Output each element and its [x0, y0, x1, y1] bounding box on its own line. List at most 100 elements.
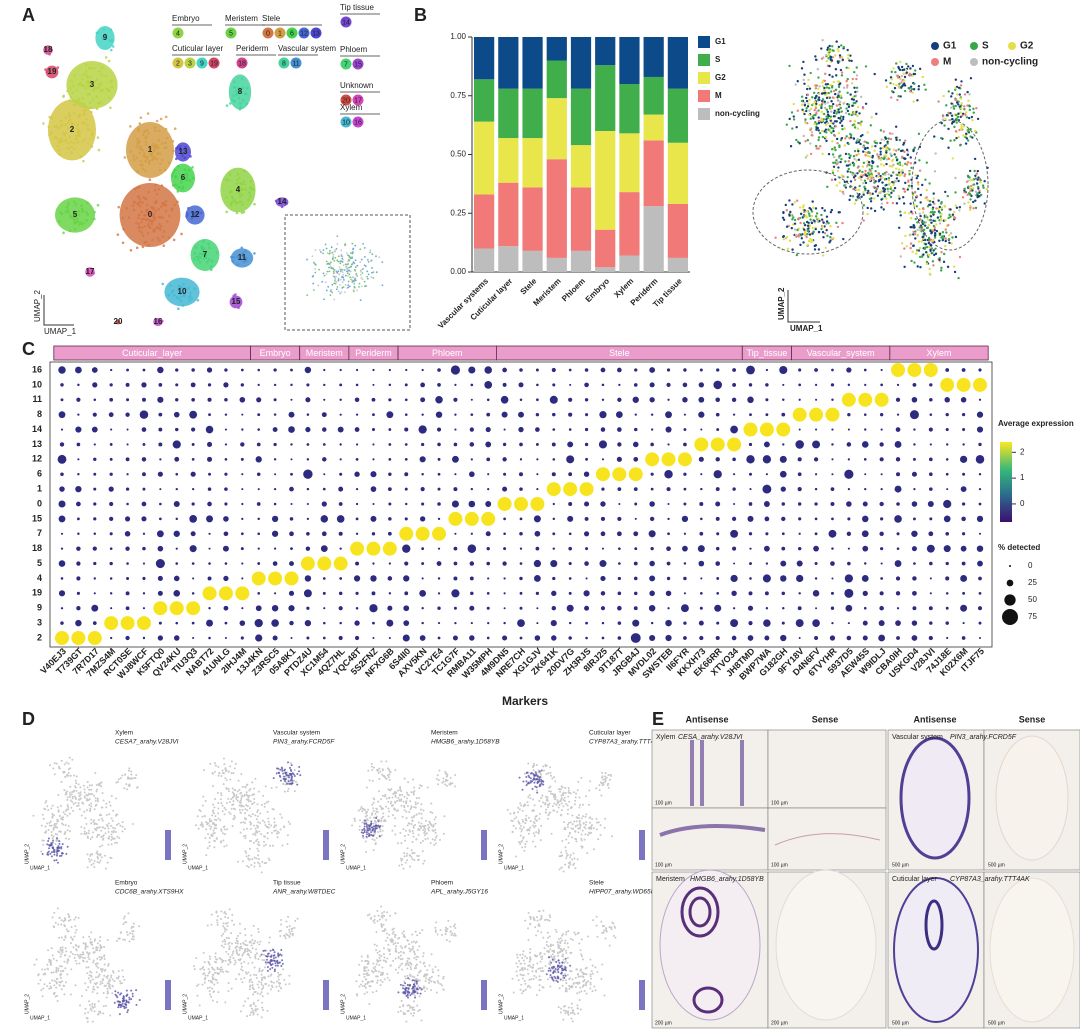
phase-cell	[917, 249, 921, 252]
inset-cell	[329, 262, 331, 265]
phase-cell	[967, 139, 970, 142]
feature-cell	[240, 805, 243, 808]
phase-cell	[792, 118, 796, 121]
dot	[355, 606, 359, 610]
inset-cell	[347, 280, 350, 283]
cell	[53, 136, 57, 139]
phase-cell	[921, 235, 924, 239]
phase-cell	[957, 103, 960, 106]
group-name: Vascular system	[278, 44, 336, 53]
cluster-blob	[229, 295, 243, 309]
legend-label: G1	[715, 37, 726, 46]
dot	[339, 398, 342, 401]
dot	[126, 443, 129, 446]
bar-segment	[474, 121, 495, 195]
phase-cell	[903, 84, 907, 87]
feature-cell	[204, 837, 207, 840]
feature-cell	[63, 833, 66, 836]
phase-cell	[911, 64, 915, 68]
phase-cell	[862, 161, 866, 165]
phase-cell	[924, 214, 928, 217]
feature-cell	[381, 829, 384, 832]
cell	[92, 87, 96, 91]
bar-segment	[619, 84, 640, 134]
dot	[76, 397, 81, 402]
dot	[535, 591, 540, 595]
phase-cell	[857, 158, 861, 162]
inset-cell	[347, 254, 349, 257]
dot	[109, 457, 113, 461]
phase-cell	[959, 97, 962, 100]
dot-high	[481, 511, 496, 526]
cell	[132, 208, 136, 212]
phase-cell	[825, 228, 828, 232]
phase-cell	[864, 65, 868, 68]
feature-cell	[409, 800, 412, 803]
feature-cell	[56, 818, 59, 821]
phase-cell	[845, 107, 848, 110]
phase-cell	[816, 109, 819, 113]
phase-cell	[977, 194, 980, 197]
colorbar-tick-label: 1	[1020, 473, 1025, 482]
dot-high	[284, 571, 299, 586]
dot	[224, 443, 228, 446]
dot	[698, 560, 705, 567]
inset-cell	[348, 266, 350, 269]
feature-cell	[207, 833, 210, 836]
phase-cell	[937, 199, 940, 202]
feature-cell	[279, 828, 282, 831]
feature-cell	[71, 796, 74, 799]
feature-cell	[226, 802, 229, 805]
feature-cell	[253, 801, 256, 804]
phase-cell	[889, 185, 893, 189]
phase-cell	[848, 163, 852, 166]
dot-high	[694, 437, 709, 452]
feature-cell	[241, 785, 244, 788]
feature-cell	[239, 831, 242, 834]
dot	[519, 398, 523, 402]
phase-cell	[969, 204, 972, 208]
dot	[911, 530, 918, 537]
cell	[165, 146, 168, 150]
dot	[141, 427, 147, 432]
dot	[255, 634, 263, 642]
dot	[159, 517, 162, 521]
dot	[880, 547, 884, 551]
dot	[305, 546, 311, 551]
dot	[747, 515, 754, 522]
feature-cell	[238, 801, 241, 804]
feature-cell	[419, 808, 422, 811]
feature-cell	[66, 798, 69, 801]
dot	[748, 502, 753, 506]
dot	[273, 458, 277, 461]
feature-cell	[358, 828, 361, 831]
phase-cell	[932, 219, 935, 222]
cell	[137, 129, 140, 132]
feature-cell	[93, 808, 96, 811]
dot	[976, 515, 984, 523]
phase-cell	[908, 172, 911, 176]
phase-cell	[831, 140, 834, 143]
feature-cell-hi	[281, 768, 284, 771]
phase-cell	[803, 112, 806, 116]
feature-cell	[365, 810, 368, 813]
cluster-label: 11	[238, 253, 247, 262]
feature-cell	[67, 762, 70, 765]
dot	[191, 592, 195, 595]
group-swatch	[286, 27, 298, 39]
dot	[599, 560, 607, 568]
dot	[716, 621, 720, 625]
cluster-label: 16	[154, 317, 163, 326]
dot	[699, 606, 703, 610]
feature-cell	[249, 815, 252, 818]
inset-cell	[371, 267, 373, 269]
bar-segment	[619, 37, 640, 84]
phase-cell	[837, 166, 840, 169]
phase-cell	[805, 220, 809, 224]
dot	[355, 532, 359, 535]
phase-cell	[818, 85, 821, 88]
feature-cell	[217, 801, 220, 804]
cell	[168, 214, 171, 218]
dot	[896, 532, 900, 536]
